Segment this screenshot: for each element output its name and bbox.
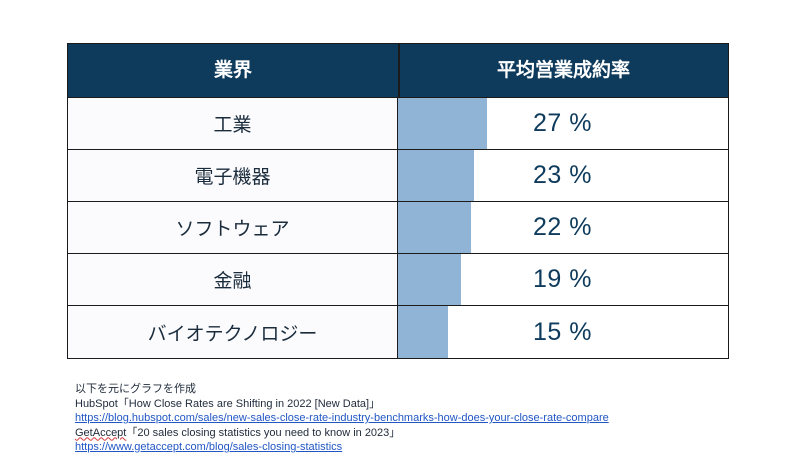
source1-link[interactable]: https://blog.hubspot.com/sales/new-sales… <box>75 412 609 424</box>
table-row: 金融 19 % <box>68 253 728 305</box>
close-rate-bar <box>398 98 487 149</box>
close-rate-value: 15 % <box>533 317 592 346</box>
source-notes: 以下を元にグラフを作成 HubSpot「How Close Rates are … <box>75 382 775 455</box>
source1-title: HubSpot「How Close Rates are Shifting in … <box>75 397 381 410</box>
industry-label: 金融 <box>68 254 398 305</box>
header-divider <box>398 44 400 97</box>
notes-intro: 以下を元にグラフを作成 <box>75 383 196 395</box>
close-rate-bar <box>398 254 461 305</box>
industry-label: ソフトウェア <box>68 202 398 253</box>
source2-title-line: GetAccept「20 sales closing statistics yo… <box>75 426 775 441</box>
industry-label: 工業 <box>68 98 398 149</box>
close-rate-bar <box>398 306 448 358</box>
industry-close-rate-table: 業界 平均営業成約率 工業 27 % 電子機器 23 % ソフトウェア 22 % 金融 19 … <box>67 43 729 359</box>
close-rate-value: 22 % <box>533 213 592 241</box>
industry-label: 電子機器 <box>68 150 398 201</box>
close-rate-value: 23 % <box>533 161 592 189</box>
header-close-rate: 平均営業成約率 <box>496 59 630 81</box>
header-industry: 業界 <box>213 59 252 81</box>
source2-link[interactable]: https://www.getaccept.com/blog/sales-clo… <box>75 441 343 453</box>
table-row: 電子機器 23 % <box>68 149 728 201</box>
close-rate-bar <box>398 202 471 253</box>
table-row: 工業 27 % <box>68 97 728 149</box>
table-row: バイオテクノロジー 15 % <box>68 305 728 358</box>
close-rate-value: 19 % <box>533 265 592 293</box>
close-rate-value: 27 % <box>533 109 592 137</box>
table-header: 業界 平均営業成約率 <box>68 44 728 97</box>
source2-title: 「20 sales closing statistics you need to… <box>126 426 401 439</box>
table-row: ソフトウェア 22 % <box>68 201 728 253</box>
industry-label: バイオテクノロジー <box>68 306 398 358</box>
source2-brand: GetAccept <box>75 426 127 439</box>
close-rate-bar <box>398 150 474 201</box>
